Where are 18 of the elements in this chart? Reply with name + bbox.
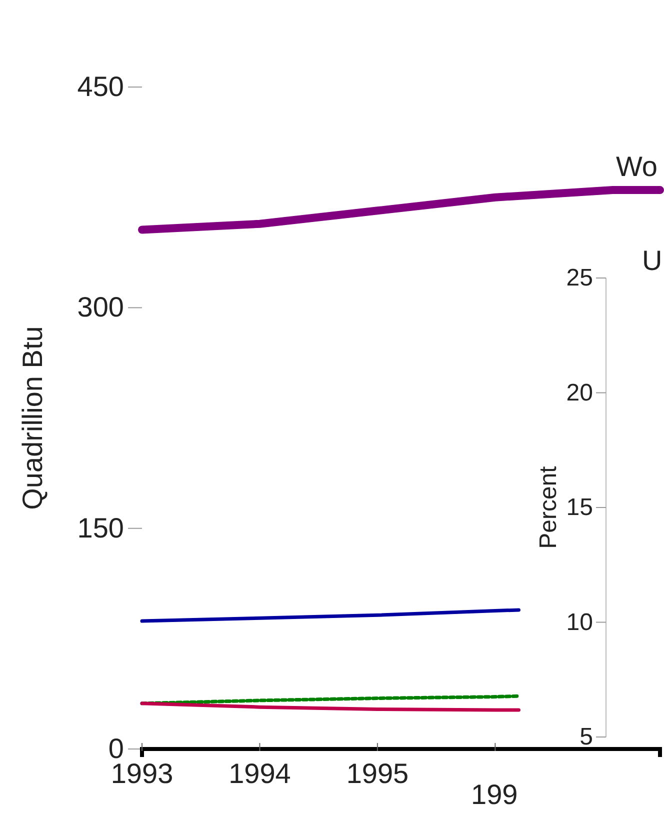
y2-tick-label: 25 — [566, 264, 593, 292]
y-axis-title: Quadrillion Btu — [17, 326, 48, 510]
x-tick-label: 1995 — [346, 758, 409, 789]
annotation: Wo — [616, 151, 658, 182]
y2-axis-title: Percent — [535, 466, 562, 549]
y2-tick-label: 10 — [566, 608, 593, 636]
annotation: U — [642, 245, 662, 276]
y2-tick-label: 5 — [580, 724, 593, 751]
text: 199 — [471, 779, 518, 810]
y2-tick-label: 15 — [566, 494, 593, 522]
y-tick-label: 300 — [77, 292, 124, 323]
x-tick-label: 1994 — [228, 758, 291, 789]
line-series — [140, 694, 520, 706]
y-tick-label: 450 — [77, 71, 124, 102]
line-series — [140, 608, 520, 623]
line-series — [140, 702, 520, 712]
y-tick-label: 150 — [77, 512, 124, 544]
y2-tick-label: 20 — [566, 379, 593, 406]
